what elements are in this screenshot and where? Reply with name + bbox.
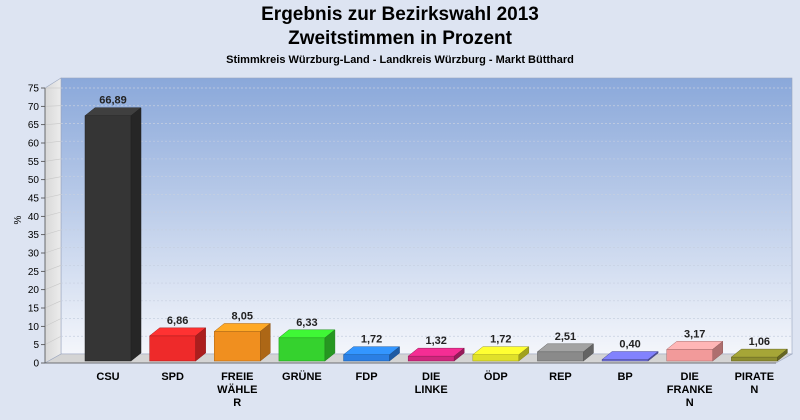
y-tick-label: 35: [28, 230, 40, 241]
data-label: 0,40: [619, 339, 640, 351]
y-tick-label: 75: [28, 84, 40, 95]
gridline-side: [44, 229, 62, 235]
bar: [730, 348, 789, 362]
x-tick-label: N: [750, 384, 758, 396]
bar-side: [195, 327, 206, 362]
data-label: 1,72: [361, 334, 382, 346]
y-tick-label: 0: [33, 359, 39, 370]
bar-side: [260, 322, 271, 362]
y-tick-label: 60: [28, 139, 40, 150]
y-tick-label: 5: [33, 340, 39, 351]
y-tick-label: 45: [28, 194, 40, 205]
bar-front: [149, 335, 196, 362]
gridline-side: [44, 336, 62, 345]
data-label: 66,89: [99, 95, 127, 107]
bar-front: [278, 337, 326, 362]
bar: [536, 343, 595, 362]
bar: [213, 322, 271, 362]
gridline-side: [44, 300, 62, 309]
gridline-side: [44, 247, 62, 254]
x-tick-label: ÖDP: [484, 370, 508, 383]
y-tick-label: 50: [28, 175, 40, 186]
bar: [342, 346, 401, 362]
chart-location: Stimmkreis Würzburg-Land - Landkreis Wür…: [226, 54, 574, 66]
x-tick-label: FREIE: [221, 371, 253, 383]
y-tick-label: 20: [28, 285, 40, 296]
plot-back-wall: [60, 77, 793, 355]
y-tick-label: 70: [28, 102, 40, 113]
bar-side: [130, 107, 142, 362]
y-tick-label: 10: [28, 322, 40, 333]
y-tick-label: 15: [28, 304, 40, 315]
data-label: 3,17: [684, 328, 705, 340]
x-tick-label: DIE: [681, 371, 699, 383]
bar-side: [324, 329, 336, 362]
bar-front: [472, 354, 520, 362]
bar: [84, 107, 142, 362]
bar-front: [84, 115, 132, 362]
data-label: 8,05: [232, 310, 253, 322]
chart-title: Ergebnis zur Bezirkswahl 2013: [261, 4, 539, 25]
bar-side: [647, 351, 659, 362]
x-tick-label: R: [233, 397, 241, 409]
bar-side: [712, 340, 723, 362]
gridline-side: [44, 123, 62, 125]
y-tick-label: 25: [28, 267, 40, 278]
plot-side-wall: [44, 77, 62, 364]
x-tick-label: LINKE: [415, 384, 448, 396]
bar-side: [453, 347, 465, 362]
bar: [666, 340, 724, 362]
x-tick-label: PIRATE: [735, 371, 775, 383]
gridline-side: [44, 211, 62, 217]
gridline-side: [44, 265, 62, 272]
y-axis-label: %: [13, 215, 24, 224]
bar-front: [666, 349, 713, 362]
y-tick-label: 65: [28, 120, 40, 131]
data-label: 6,33: [296, 317, 317, 329]
gridline-side: [44, 318, 62, 327]
bar-front: [407, 355, 455, 362]
y-tick-label: 30: [28, 249, 40, 260]
bar-front: [731, 356, 778, 362]
bar: [148, 327, 207, 362]
x-tick-label: N: [686, 397, 694, 409]
bar-front: [537, 351, 584, 362]
data-label: 2,51: [555, 331, 576, 343]
data-label: 1,06: [749, 336, 770, 348]
x-tick-label: FDP: [356, 371, 378, 383]
gridline-side: [44, 140, 62, 144]
x-tick-label: SPD: [161, 371, 184, 383]
data-label: 1,32: [425, 335, 446, 347]
gridline-side: [44, 194, 62, 199]
bar-front: [343, 354, 390, 362]
y-tick-label: 55: [28, 157, 40, 168]
bar: [472, 346, 530, 362]
bar-side: [389, 346, 400, 362]
gridline-side: [44, 282, 62, 290]
x-tick-label: WÄHLE: [217, 383, 257, 396]
x-tick-label: DIE: [422, 371, 440, 383]
x-tick-label: GRÜNE: [282, 370, 322, 383]
bar: [278, 329, 336, 362]
x-tick-label: FRANKE: [667, 384, 713, 396]
chart-subtitle: Zweitstimmen in Prozent: [288, 28, 512, 49]
gridline-side: [44, 176, 62, 180]
bar-front: [214, 331, 261, 362]
bar: [601, 351, 659, 362]
bar-side: [777, 348, 788, 362]
bar-side: [583, 343, 594, 362]
gridline-side: [44, 158, 62, 162]
bar: [407, 347, 465, 362]
gridline-side: [44, 105, 62, 107]
x-tick-label: CSU: [96, 371, 119, 383]
y-tick-label: 40: [28, 212, 40, 223]
data-label: 6,86: [167, 315, 188, 327]
data-label: 1,72: [490, 334, 511, 346]
x-tick-label: REP: [549, 371, 572, 383]
bar-side: [518, 346, 530, 362]
x-tick-label: BP: [617, 371, 632, 383]
